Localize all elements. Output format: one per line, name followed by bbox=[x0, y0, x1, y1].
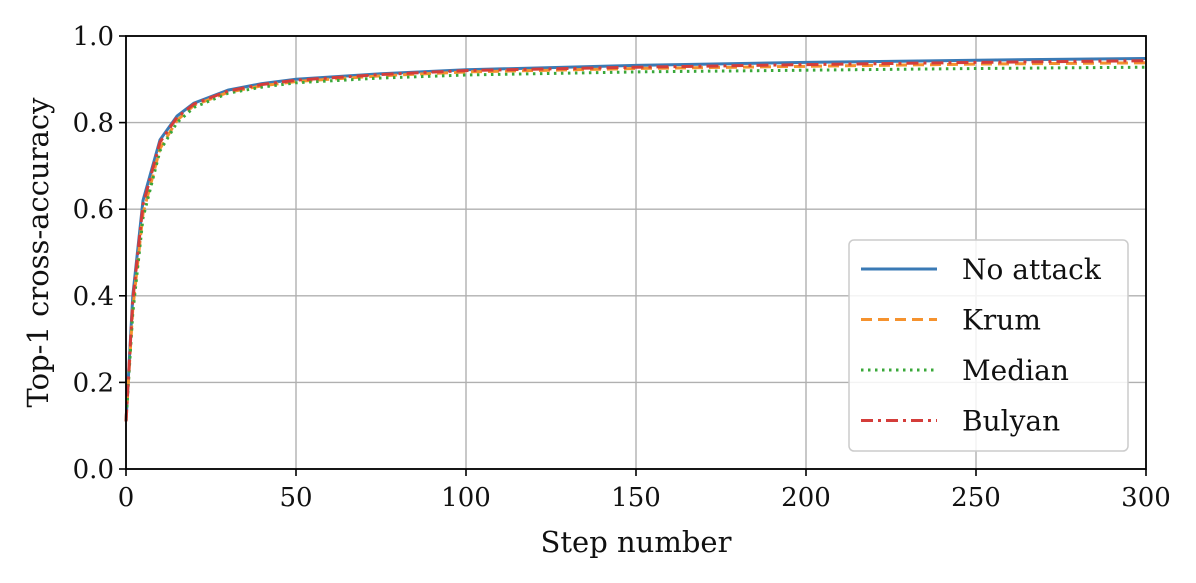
x-tick-label: 250 bbox=[951, 483, 1001, 513]
legend-box bbox=[848, 239, 1129, 452]
y-tick-label: 0.8 bbox=[73, 109, 114, 139]
series-line-krum bbox=[124, 61, 1147, 422]
x-axis-label: Step number bbox=[541, 525, 732, 559]
y-tick-label: 0.4 bbox=[73, 282, 114, 312]
axis-ticks: 0 50 100 150 200 250 300 0.0 0.2 0.4 0.6 0.8 1.0 bbox=[73, 22, 1171, 513]
x-tick-label: 300 bbox=[1121, 483, 1171, 513]
legend: No attack Krum Median Bulyan bbox=[848, 239, 1129, 452]
legend-label: Median bbox=[962, 354, 1069, 387]
legend-label: Bulyan bbox=[962, 405, 1060, 438]
y-tick-label: 1.0 bbox=[73, 22, 114, 52]
x-tick-label: 150 bbox=[611, 483, 661, 513]
series-line-median bbox=[124, 65, 1147, 422]
series-lines bbox=[124, 57, 1147, 422]
series-line-bulyan bbox=[124, 59, 1147, 422]
x-tick-label: 200 bbox=[781, 483, 831, 513]
x-tick-label: 50 bbox=[279, 483, 312, 513]
x-tick-label: 0 bbox=[118, 483, 135, 513]
y-axis-label: Top-1 cross-accuracy bbox=[21, 97, 55, 408]
legend-label: No attack bbox=[962, 253, 1102, 286]
y-tick-label: 0.2 bbox=[73, 368, 114, 398]
y-tick-label: 0.0 bbox=[73, 455, 114, 485]
x-tick-label: 100 bbox=[441, 483, 491, 513]
y-tick-label: 0.6 bbox=[73, 195, 114, 225]
legend-label: Krum bbox=[962, 304, 1041, 337]
